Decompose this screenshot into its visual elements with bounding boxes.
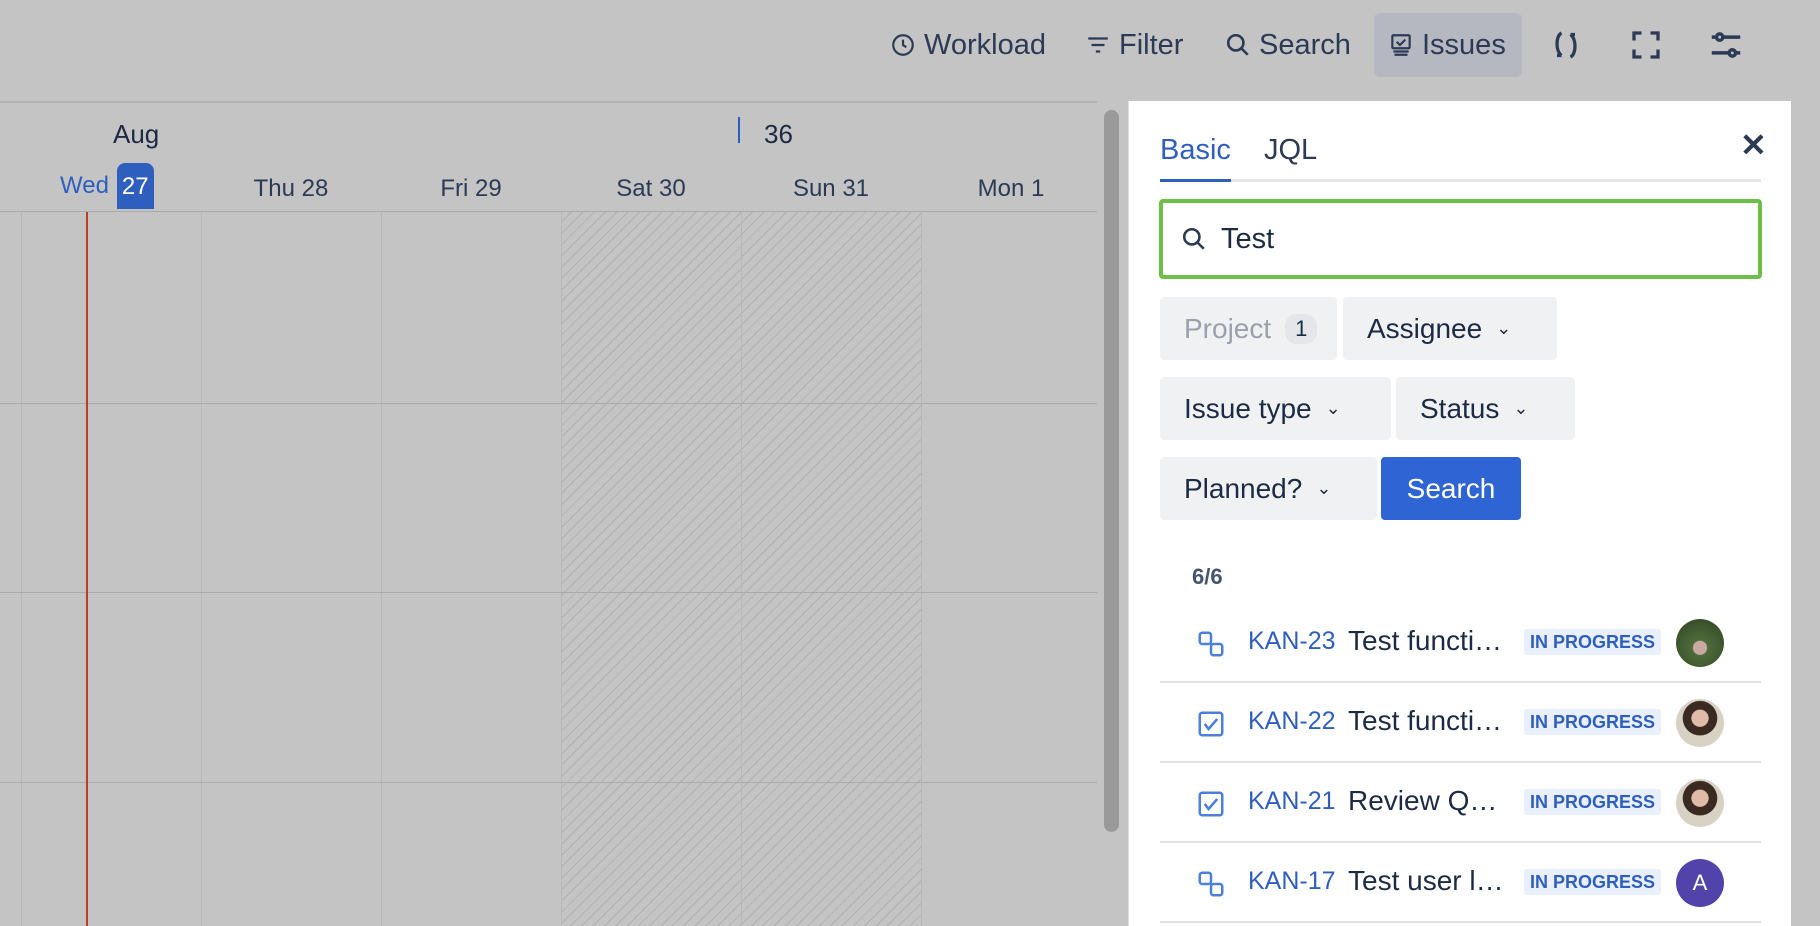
- status-badge: IN PROGRESS: [1524, 629, 1662, 655]
- status-filter[interactable]: Status ⌄: [1396, 377, 1575, 440]
- issue-row[interactable]: KAN-22 Test functi… IN PROGRESS: [1160, 683, 1761, 763]
- today-badge: 27: [116, 163, 154, 209]
- issue-key[interactable]: KAN-17: [1248, 867, 1336, 895]
- week-marker: [738, 117, 740, 143]
- fullscreen-icon: [1632, 31, 1660, 59]
- day-header: Thu 28: [253, 175, 329, 202]
- sliders-icon: [1711, 32, 1741, 58]
- issue-key[interactable]: KAN-21: [1248, 787, 1336, 815]
- filter-icon: [1088, 37, 1108, 53]
- issue-title: Test functi…: [1348, 625, 1503, 656]
- issue-row[interactable]: KAN-23 Test functi… IN PROGRESS: [1160, 603, 1761, 683]
- issues-icon: [1391, 34, 1411, 56]
- month-label: Aug: [113, 119, 160, 149]
- chevron-down-icon: ⌄: [1496, 318, 1512, 338]
- issue-type-filter[interactable]: Issue type ⌄: [1160, 377, 1391, 440]
- issue-key[interactable]: KAN-22: [1248, 707, 1336, 735]
- issue-key[interactable]: KAN-23: [1248, 627, 1336, 655]
- workload-label: Workload: [924, 28, 1046, 61]
- day-header: Fri 29: [440, 175, 502, 202]
- avatar: [1676, 779, 1724, 827]
- status-badge: IN PROGRESS: [1524, 709, 1662, 735]
- refresh-icon: [1555, 31, 1577, 59]
- filter-button[interactable]: Filter: [1071, 13, 1197, 77]
- day-header-today: Wed 27: [60, 163, 154, 209]
- scrollbar[interactable]: [1104, 110, 1119, 832]
- subtask-icon: [1198, 631, 1224, 657]
- workload-button[interactable]: Workload: [876, 13, 1060, 77]
- fullscreen-button[interactable]: [1623, 22, 1669, 68]
- settings-button[interactable]: [1703, 22, 1749, 68]
- assignee-filter[interactable]: Assignee ⌄: [1343, 297, 1557, 360]
- task-checkbox-icon: [1198, 711, 1224, 737]
- day-dow: Wed: [60, 172, 109, 199]
- status-badge: IN PROGRESS: [1524, 869, 1662, 895]
- issue-type-label: Issue type: [1184, 392, 1312, 424]
- project-filter[interactable]: Project 1: [1160, 297, 1337, 360]
- today-line: [86, 212, 88, 926]
- avatar: A: [1676, 859, 1724, 907]
- tab-jql[interactable]: JQL: [1264, 134, 1318, 166]
- day-header: Sat 30: [616, 175, 686, 202]
- tab-basic[interactable]: Basic: [1160, 134, 1231, 166]
- filter-label: Filter: [1119, 28, 1184, 61]
- clock-icon: [892, 34, 914, 56]
- planned-label: Planned?: [1184, 472, 1303, 504]
- issue-row[interactable]: KAN-17 Test user l… IN PROGRESS A: [1160, 843, 1761, 923]
- search-icon: [1226, 33, 1249, 56]
- issues-label: Issues: [1422, 28, 1506, 61]
- status-label: Status: [1420, 392, 1500, 424]
- search-value: Test: [1221, 222, 1275, 255]
- assignee-label: Assignee: [1367, 312, 1483, 344]
- search-toolbar-button[interactable]: Search: [1211, 13, 1365, 77]
- subtask-icon: [1198, 871, 1224, 897]
- status-badge: IN PROGRESS: [1524, 789, 1662, 815]
- search-icon: [1182, 227, 1205, 250]
- avatar: [1676, 619, 1724, 667]
- task-checkbox-icon: [1198, 791, 1224, 817]
- avatar: [1676, 699, 1724, 747]
- day-header: Sun 31: [792, 175, 870, 202]
- timeline: Aug 36 Wed 27 Thu 28 Fri 29 Sat 30 Sun 3…: [0, 101, 1097, 926]
- result-count: 6/6: [1192, 564, 1223, 589]
- project-count-badge: 1: [1285, 313, 1318, 344]
- refresh-button[interactable]: [1543, 22, 1589, 68]
- day-header: Mon 1: [977, 175, 1045, 202]
- project-label: Project: [1184, 312, 1272, 344]
- chevron-down-icon: ⌄: [1513, 398, 1529, 418]
- chevron-down-icon: ⌄: [1325, 398, 1341, 418]
- close-icon[interactable]: ✕: [1740, 127, 1767, 163]
- search-input[interactable]: Test: [1159, 199, 1762, 279]
- search-button[interactable]: Search: [1381, 457, 1521, 520]
- issue-title: Test user l…: [1348, 865, 1504, 896]
- chevron-down-icon: ⌄: [1316, 478, 1332, 498]
- issues-button[interactable]: Issues: [1374, 13, 1522, 77]
- week-label: 36: [764, 119, 793, 149]
- issue-row[interactable]: KAN-21 Review Q… IN PROGRESS: [1160, 763, 1761, 843]
- issue-title: Test functi…: [1348, 705, 1503, 736]
- search-label: Search: [1259, 28, 1351, 61]
- active-tab-indicator: [1160, 179, 1231, 182]
- planned-filter[interactable]: Planned? ⌄: [1160, 457, 1377, 520]
- issue-title: Review Q…: [1348, 785, 1498, 816]
